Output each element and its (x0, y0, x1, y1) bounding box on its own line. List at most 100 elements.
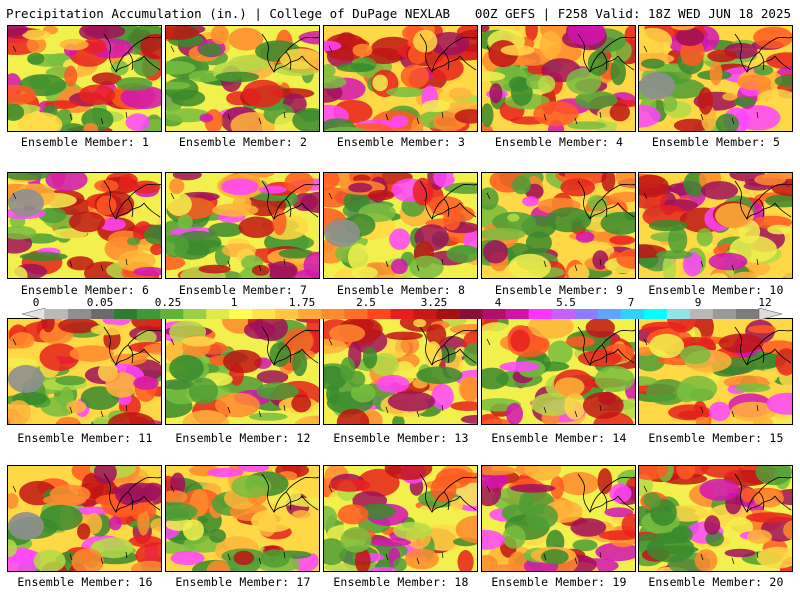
precipitation-field (166, 466, 319, 571)
colorbar-bin (459, 309, 483, 319)
ensemble-member-map (165, 465, 320, 572)
precipitation-field (482, 319, 635, 424)
ensemble-member-label: Ensemble Member: 17 (175, 575, 311, 589)
precipitation-field (482, 26, 635, 131)
precipitation-field (8, 26, 161, 131)
colorbar-bin (390, 309, 414, 319)
colorbar-tick-label: 7 (627, 296, 635, 309)
ensemble-member-map (481, 172, 636, 279)
ensemble-member-label: Ensemble Member: 18 (333, 575, 469, 589)
colorbar-bin (91, 309, 115, 319)
ensemble-member-label: Ensemble Member: 15 (648, 431, 784, 445)
coastline-outline (261, 326, 319, 366)
coastline-outline (734, 473, 792, 513)
ensemble-member-map (481, 318, 636, 425)
ensemble-member-map (638, 25, 793, 132)
ensemble-member-map (165, 318, 320, 425)
colorbar-bin (183, 309, 207, 319)
colorbar-bin (643, 309, 668, 319)
ensemble-member-label: Ensemble Member: 3 (336, 135, 466, 149)
colorbar-max-arrow (758, 308, 782, 320)
colorbar-tick-label: 4 (494, 296, 502, 309)
ensemble-member-map (165, 25, 320, 132)
coastline-outline (103, 180, 161, 220)
colorbar-bin (114, 309, 138, 319)
precipitation-field (8, 173, 161, 278)
colorbar-bin (206, 309, 230, 319)
coastline-outline (261, 473, 319, 513)
ensemble-member-label: Ensemble Member: 16 (17, 575, 153, 589)
colorbar-bin (712, 309, 737, 319)
colorbar-bin (620, 309, 645, 319)
colorbar-tick-label: 12 (758, 296, 772, 309)
ensemble-member-map (165, 172, 320, 279)
colorbar-min-arrow (22, 308, 46, 320)
coastline-outline (419, 33, 477, 73)
precipitation-field (324, 26, 477, 131)
precipitation-field (324, 466, 477, 571)
ensemble-member-label: Ensemble Member: 10 (648, 283, 784, 297)
ensemble-member-map (7, 25, 162, 132)
ensemble-member-label: Ensemble Member: 19 (491, 575, 627, 589)
colorbar-bin (160, 309, 184, 319)
coastline-outline (103, 473, 161, 513)
ensemble-member-map (323, 465, 478, 572)
coastline-outline (734, 180, 792, 220)
coastline-outline (577, 33, 635, 73)
colorbar-tick-label: 0.05 (86, 296, 114, 309)
colorbar-tick-label: 1.75 (288, 296, 316, 309)
colorbar-tick-label: 2.5 (356, 296, 376, 309)
coastline-outline (419, 326, 477, 366)
colorbar-bin (137, 309, 161, 319)
ensemble-member-map (323, 25, 478, 132)
precipitation-field (324, 319, 477, 424)
precipitation-field (324, 173, 477, 278)
colorbar-bin (298, 309, 322, 319)
colorbar-bin (528, 309, 552, 319)
colorbar-bin (574, 309, 599, 319)
coastline-outline (734, 326, 792, 366)
colorbar-tick-label: 0.25 (154, 296, 182, 309)
ensemble-member-map (481, 465, 636, 572)
colorbar-bin (597, 309, 622, 319)
coastline-outline (577, 180, 635, 220)
colorbar-tick-label: 9 (694, 296, 702, 309)
colorbar-bin (229, 309, 253, 319)
colorbar-bin (689, 309, 714, 319)
ensemble-member-label: Ensemble Member: 8 (336, 283, 466, 297)
ensemble-member-label: Ensemble Member: 6 (20, 283, 150, 297)
precipitation-field (639, 319, 792, 424)
ensemble-member-map (7, 172, 162, 279)
colorbar-bin (735, 309, 760, 319)
precipitation-field (8, 466, 161, 571)
ensemble-member-map (638, 172, 793, 279)
ensemble-member-map (323, 318, 478, 425)
ensemble-member-label: Ensemble Member: 14 (491, 431, 627, 445)
ensemble-member-label: Ensemble Member: 11 (17, 431, 153, 445)
colorbar-bin (252, 309, 276, 319)
colorbar-tick-label: 5.5 (556, 296, 576, 309)
colorbar-bin (482, 309, 506, 319)
ensemble-member-map (481, 25, 636, 132)
map-title: Precipitation Accumulation (in.) | Colle… (6, 6, 451, 21)
ensemble-member-map (7, 465, 162, 572)
precipitation-field (166, 173, 319, 278)
colorbar-tick-label: 3.25 (420, 296, 448, 309)
ensemble-member-map (323, 172, 478, 279)
ensemble-member-label: Ensemble Member: 20 (648, 575, 784, 589)
coastline-outline (577, 473, 635, 513)
colorbar-bin (321, 309, 345, 319)
precipitation-field (166, 26, 319, 131)
coastline-outline (103, 326, 161, 366)
colorbar-bin (505, 309, 529, 319)
ensemble-member-label: Ensemble Member: 4 (494, 135, 624, 149)
coastline-outline (577, 326, 635, 366)
ensemble-member-label: Ensemble Member: 1 (20, 135, 150, 149)
colorbar-tick-label: 0 (32, 296, 40, 309)
ensemble-member-label: Ensemble Member: 13 (333, 431, 469, 445)
ensemble-member-label: Ensemble Member: 2 (178, 135, 308, 149)
colorbar-bin (45, 309, 69, 319)
colorbar-tick-labels: 0 0.05 0.25 1 1.75 2.5 3.25 4 5.5 7 9 12 (0, 296, 800, 309)
colorbar-bin (413, 309, 437, 319)
coastline-outline (261, 180, 319, 220)
